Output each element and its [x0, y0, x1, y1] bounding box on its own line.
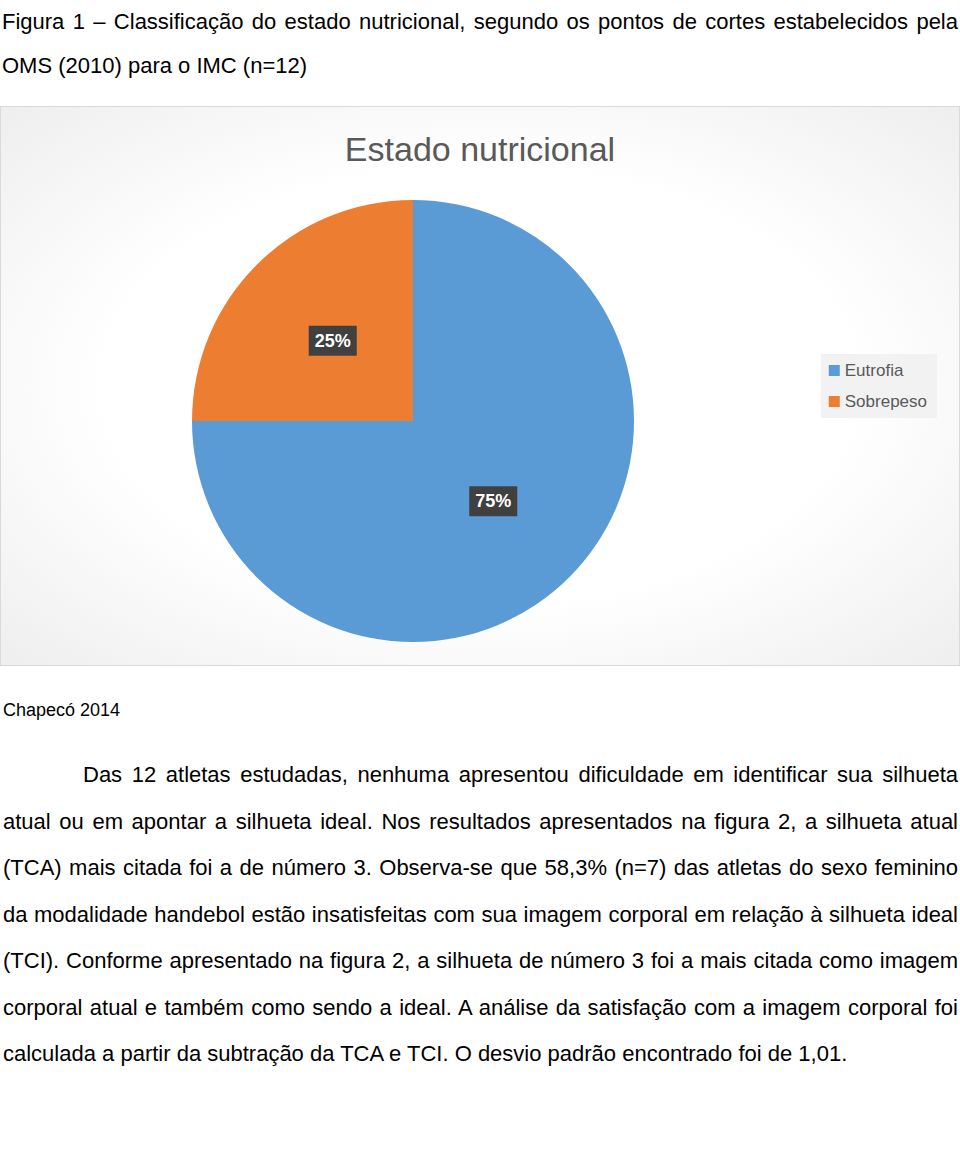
html-text:Figura 1 – Classificação do es: Figura 1 – Classificação do estado nutri…	[2, 9, 958, 78]
svg-text:Estado nutricional: Estado nutricional	[345, 130, 615, 168]
svg-text:Sobrepeso: Sobrepeso	[845, 392, 927, 411]
svg-text:75%: 75%	[475, 491, 511, 511]
html-text:Das 12 atletas estudadas, nenh: Das 12 atletas estudadas, nenhuma aprese…	[3, 762, 958, 1066]
svg-text:Eutrofia: Eutrofia	[845, 361, 904, 380]
html-text:Chapecó 2014: Chapecó 2014	[3, 700, 121, 720]
svg-text:25%: 25%	[315, 331, 351, 351]
